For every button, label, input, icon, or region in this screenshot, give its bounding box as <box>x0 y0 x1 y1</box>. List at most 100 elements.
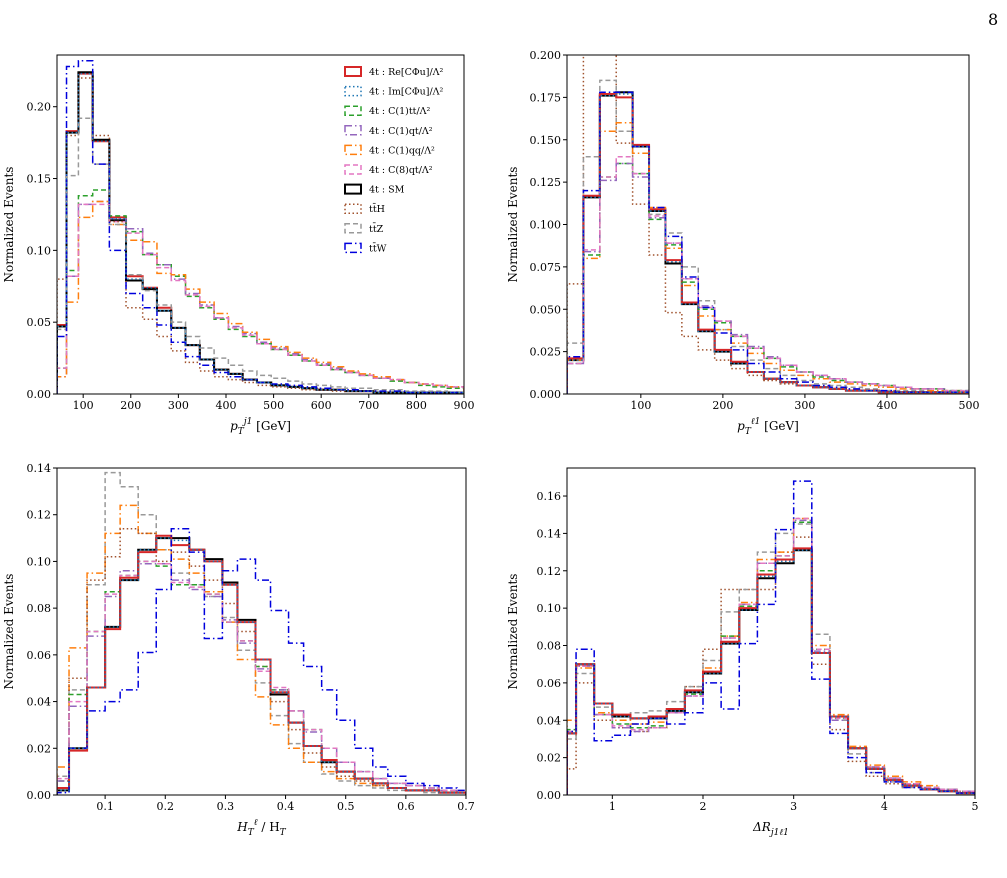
histogram-series <box>567 480 975 795</box>
panel-pt-l1: 100 200 300 400 500 0.000 0.025 0.050 0.075 0.100… <box>506 49 980 437</box>
legend-swatch <box>344 203 362 214</box>
axes-frame <box>56 54 465 395</box>
histogram-series <box>567 549 975 795</box>
y-tick-label: 0.125 <box>530 176 562 189</box>
y-tick-label: 0.00 <box>27 789 52 802</box>
y-tick-label: 0.06 <box>27 649 52 662</box>
y-tick-label: 0.12 <box>27 509 52 522</box>
legend-label: 4t : C(1)tt/Λ² <box>369 106 431 117</box>
histogram-series <box>57 563 466 795</box>
y-tick-label: 0.00 <box>27 388 52 401</box>
legend-swatch <box>344 164 362 175</box>
x-axis-label: ΔRj1ℓ1 <box>752 820 789 838</box>
y-axis-label: Normalized Events <box>2 167 16 283</box>
legend-label: tt̄W <box>369 242 387 254</box>
histogram-series <box>567 162 969 394</box>
histogram-series <box>567 92 969 394</box>
x-tick-label: 3 <box>790 800 797 813</box>
legend-label: 4t : SM <box>369 185 405 196</box>
x-tick-label: 700 <box>358 399 379 412</box>
y-tick-label: 0.12 <box>537 565 562 578</box>
x-tick-label: 0.3 <box>217 800 235 813</box>
y-tick-label: 0.175 <box>530 91 562 104</box>
histogram-series <box>567 79 969 394</box>
x-tick-label: 0.5 <box>337 800 355 813</box>
y-axis-label: Normalized Events <box>506 167 520 283</box>
y-tick-label: 0.04 <box>537 714 562 727</box>
legend-swatch <box>344 223 362 234</box>
legend-swatch <box>344 183 362 195</box>
histogram-series <box>567 155 969 394</box>
y-tick-label: 0.075 <box>530 261 562 274</box>
histogram-series <box>567 91 969 394</box>
histogram-series <box>567 162 969 394</box>
histogram-series <box>567 547 975 795</box>
x-axis-label: HTℓ / HT <box>236 818 286 838</box>
legend-swatch <box>344 125 362 136</box>
x-tick-label: 400 <box>215 399 236 412</box>
histogram-series <box>57 527 466 795</box>
x-tick-label: 0.1 <box>96 800 114 813</box>
series-group <box>567 480 975 795</box>
histogram-series <box>567 536 975 795</box>
panel-ht-ratio: 0.1 0.2 0.3 0.4 0.5 0.6 0.7 0.00 0.02 0.04 0.06 0.0… <box>2 462 475 838</box>
y-tick-label: 0.000 <box>530 388 562 401</box>
histogram-series <box>57 537 466 795</box>
series-group <box>567 55 969 394</box>
panel-delta-r: 1 2 3 4 5 0.00 0.02 0.04 0.06 0.08 0.10 0.12 0.14 0.1… <box>506 467 979 838</box>
axes-frame <box>566 467 976 796</box>
legend-swatch <box>344 85 362 97</box>
y-tick-label: 0.20 <box>27 101 52 114</box>
legend-label: tt̄H <box>369 203 385 215</box>
x-tick-label: 300 <box>794 399 815 412</box>
x-tick-label: 300 <box>168 399 189 412</box>
y-tick-label: 0.050 <box>530 303 562 316</box>
panel-pt-j1: 100 200 300 400 500 600 700 800 900 0.00 0.05 0.10 0… <box>2 54 475 437</box>
histogram-series <box>57 72 464 394</box>
y-tick-label: 0.04 <box>27 696 52 709</box>
histogram-series <box>57 189 464 394</box>
histogram-series <box>57 527 466 795</box>
x-axis-label: pTj1 [GeV] <box>230 417 291 437</box>
x-tick-label: 5 <box>972 800 979 813</box>
histogram-series <box>57 471 466 795</box>
y-tick-label: 0.16 <box>537 490 562 503</box>
legend-label: 4t : Re[CΦu]/Λ² <box>369 67 444 78</box>
histogram-series <box>567 93 969 394</box>
axes-frame <box>566 54 970 395</box>
histogram-series <box>57 560 466 795</box>
histogram-series <box>567 91 969 394</box>
x-tick-label: 0.6 <box>397 800 415 813</box>
histogram-series <box>57 72 464 394</box>
x-tick-label: 2 <box>700 800 707 813</box>
page-number: 8 <box>988 10 999 29</box>
y-tick-label: 0.15 <box>27 173 52 186</box>
x-tick-label: 200 <box>712 399 733 412</box>
series-group <box>57 60 464 394</box>
y-tick-label: 0.00 <box>537 789 562 802</box>
histogram-series <box>567 521 975 795</box>
legend: 4t : Re[CΦu]/Λ² 4t : Im[CΦu]/Λ² 4t : C(1)t… <box>344 66 444 254</box>
x-tick-label: 800 <box>406 399 427 412</box>
y-axis-label: Normalized Events <box>2 574 16 690</box>
y-tick-label: 0.06 <box>537 677 562 690</box>
y-tick-label: 0.200 <box>530 49 562 62</box>
y-tick-label: 0.10 <box>537 602 562 615</box>
legend-label: 4t : Im[CΦu]/Λ² <box>369 87 444 98</box>
y-tick-label: 0.10 <box>27 555 52 568</box>
series-group <box>57 471 466 795</box>
x-tick-label: 500 <box>959 399 980 412</box>
axes-frame <box>56 467 467 796</box>
histogram-series <box>57 203 464 394</box>
x-tick-label: 0.2 <box>157 800 175 813</box>
legend-swatch <box>344 242 362 254</box>
x-tick-label: 100 <box>630 399 651 412</box>
x-axis-label: pTℓ1 [GeV] <box>737 417 799 437</box>
legend-swatch <box>344 66 362 77</box>
histogram-series <box>57 534 466 795</box>
y-axis-label: Normalized Events <box>506 574 520 690</box>
x-tick-label: 0.7 <box>457 800 475 813</box>
x-tick-label: 600 <box>311 399 332 412</box>
legend-label: tt̄Z <box>369 223 384 235</box>
x-tick-label: 200 <box>120 399 141 412</box>
